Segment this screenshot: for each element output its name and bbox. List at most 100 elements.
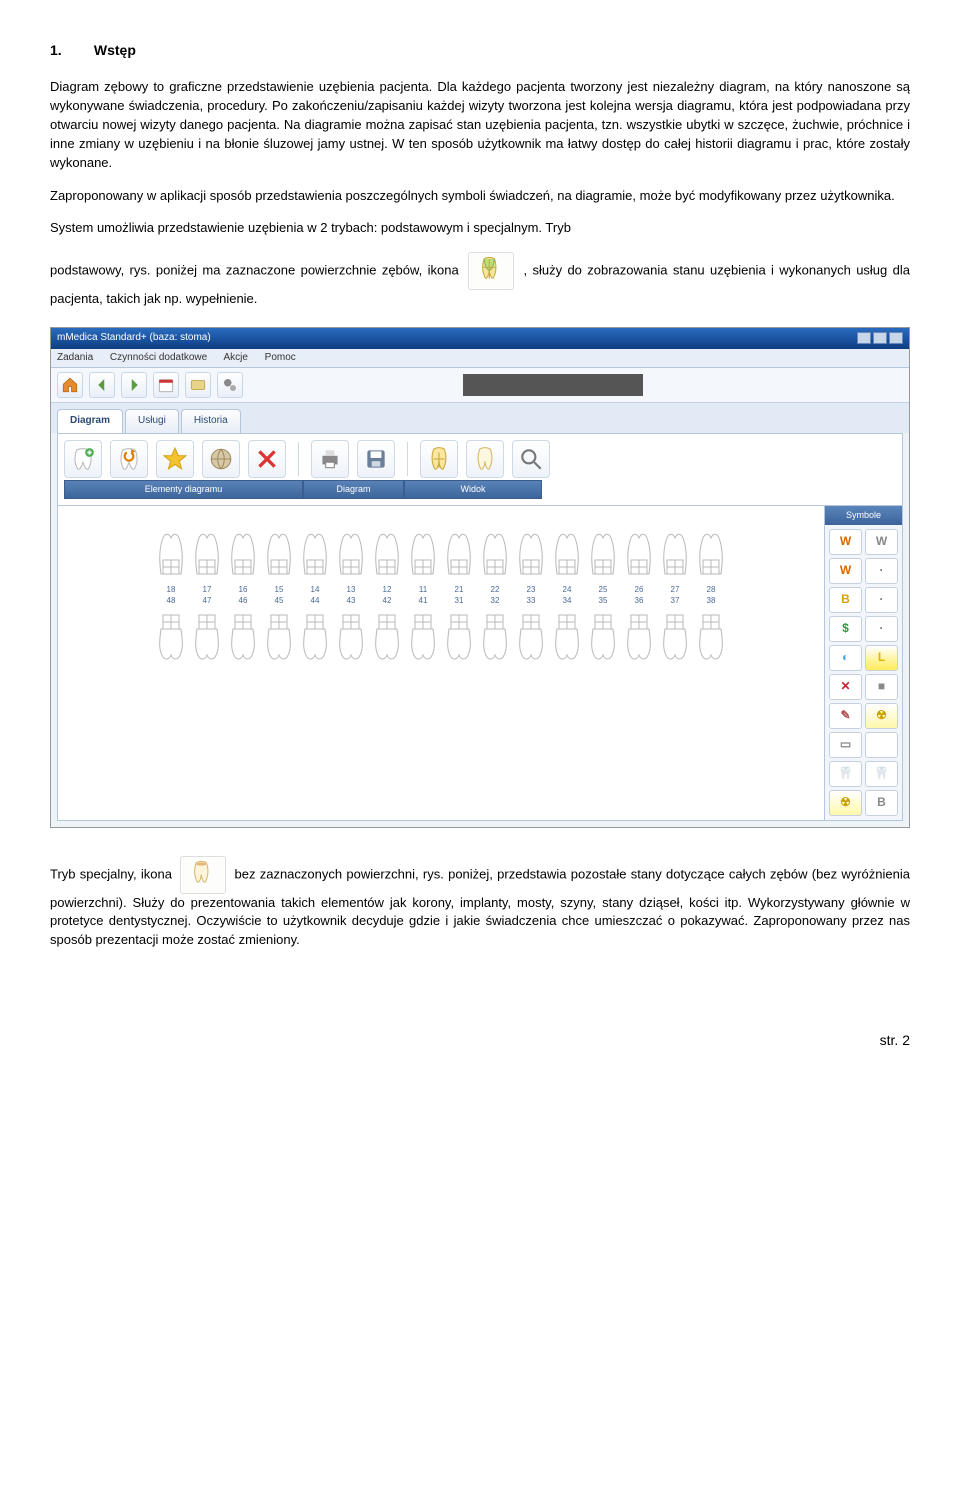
tooth-upper[interactable] <box>227 530 259 578</box>
symbol-button[interactable]: W <box>865 529 898 555</box>
tooth-lower[interactable] <box>227 613 259 661</box>
tooth-lower[interactable] <box>299 613 331 661</box>
tooth-upper[interactable] <box>407 530 439 578</box>
tooth-upper[interactable] <box>191 530 223 578</box>
menu-item[interactable]: Czynności dodatkowe <box>110 352 207 363</box>
tooth-add-icon[interactable] <box>64 440 102 478</box>
maximize-button[interactable] <box>873 332 887 344</box>
tooth-lower[interactable] <box>371 613 403 661</box>
tooth-upper[interactable] <box>371 530 403 578</box>
tooth-number: 46 <box>227 595 259 607</box>
symbol-button[interactable]: ☢ <box>865 703 898 729</box>
tooth-number: 34 <box>551 595 583 607</box>
close-button[interactable] <box>889 332 903 344</box>
tooth-upper[interactable] <box>623 530 655 578</box>
app-screenshot: mMedica Standard+ (baza: stoma) Zadania … <box>50 327 910 828</box>
tooth-upper[interactable] <box>551 530 583 578</box>
tooth-number: 37 <box>659 595 691 607</box>
tooth-upper[interactable] <box>479 530 511 578</box>
symbol-button[interactable]: W <box>829 529 862 555</box>
tooth-upper[interactable] <box>263 530 295 578</box>
tooth-upper[interactable] <box>155 530 187 578</box>
symbol-button[interactable]: ✕ <box>829 674 862 700</box>
paragraph-4a: podstawowy, rys. poniżej ma zaznaczone p… <box>50 263 464 278</box>
paragraph-1: Diagram zębowy to graficzne przedstawien… <box>50 78 910 172</box>
tooth-lower[interactable] <box>479 613 511 661</box>
tooth-lower[interactable] <box>155 613 187 661</box>
zoom-icon[interactable] <box>512 440 550 478</box>
symbol-button[interactable]: · <box>865 587 898 613</box>
tooth-lower[interactable] <box>443 613 475 661</box>
symbol-button[interactable]: $ <box>829 616 862 642</box>
calendar-icon[interactable] <box>153 372 179 398</box>
tooth-upper[interactable] <box>695 530 727 578</box>
menu-item[interactable]: Akcje <box>223 352 247 363</box>
tooth-lower[interactable] <box>407 613 439 661</box>
tooth-lower[interactable] <box>335 613 367 661</box>
print-icon[interactable] <box>311 440 349 478</box>
tooth-plain-icon <box>180 856 226 894</box>
symbol-button[interactable]: 🦷 <box>865 761 898 787</box>
symbol-button[interactable]: ☢ <box>829 790 862 816</box>
symbol-button[interactable]: ▭ <box>829 732 862 758</box>
symbol-button[interactable]: 🦷 <box>829 761 862 787</box>
tooth-upper[interactable] <box>659 530 691 578</box>
tooth-lower[interactable] <box>695 613 727 661</box>
tooth-lower[interactable] <box>659 613 691 661</box>
symbol-button[interactable]: W <box>829 558 862 584</box>
tab-history[interactable]: Historia <box>181 409 241 433</box>
delete-icon[interactable] <box>248 440 286 478</box>
symbol-button[interactable]: B <box>829 587 862 613</box>
dental-canvas[interactable]: 18171615141312112122232425262728 4847464… <box>58 506 824 820</box>
tooth-upper[interactable] <box>443 530 475 578</box>
window-title: mMedica Standard+ (baza: stoma) <box>57 331 211 346</box>
sub-toolbar: Elementy diagramuDiagramWidok <box>57 433 903 506</box>
tooth-lower[interactable] <box>551 613 583 661</box>
symbol-button[interactable]: B <box>865 790 898 816</box>
globe-icon[interactable] <box>202 440 240 478</box>
menu-item[interactable]: Zadania <box>57 352 93 363</box>
tooth-number: 25 <box>587 584 619 596</box>
minimize-button[interactable] <box>857 332 871 344</box>
tooth-number: 15 <box>263 584 295 596</box>
tooth-lower[interactable] <box>191 613 223 661</box>
symbols-panel: Symbole WWW·B·$·◐L✕■✎☢▭🦷🦷☢B <box>824 506 902 820</box>
tooth-plain-icon[interactable] <box>466 440 504 478</box>
tooth-number: 17 <box>191 584 223 596</box>
section-number: 1. <box>50 40 90 60</box>
tooth-number: 31 <box>443 595 475 607</box>
tooth-lower[interactable] <box>587 613 619 661</box>
tooth-number: 22 <box>479 584 511 596</box>
arrow-right-icon[interactable] <box>121 372 147 398</box>
tab-diagram[interactable]: Diagram <box>57 409 123 433</box>
symbol-button[interactable]: ◐ <box>829 645 862 671</box>
tooth-segmented-icon[interactable] <box>420 440 458 478</box>
symbol-button[interactable]: · <box>865 616 898 642</box>
arrow-left-icon[interactable] <box>89 372 115 398</box>
tooth-number: 44 <box>299 595 331 607</box>
paragraph-5: Tryb specjalny, ikona bez zaznaczonych p… <box>50 856 910 951</box>
tooth-lower[interactable] <box>623 613 655 661</box>
tooth-lower[interactable] <box>515 613 547 661</box>
home-icon[interactable] <box>57 372 83 398</box>
menu-item[interactable]: Pomoc <box>265 352 296 363</box>
tooth-upper[interactable] <box>515 530 547 578</box>
symbol-button[interactable]: ■ <box>865 674 898 700</box>
symbol-button[interactable]: · <box>865 558 898 584</box>
save-icon[interactable] <box>357 440 395 478</box>
reset-icon[interactable] <box>110 440 148 478</box>
symbol-button[interactable]: ✎ <box>829 703 862 729</box>
symbol-button[interactable]: L <box>865 645 898 671</box>
tooth-upper[interactable] <box>299 530 331 578</box>
gears-icon[interactable] <box>217 372 243 398</box>
section-title-text: Wstęp <box>94 42 136 58</box>
redacted-area <box>463 374 643 396</box>
tooth-upper[interactable] <box>587 530 619 578</box>
card-icon[interactable] <box>185 372 211 398</box>
tab-services[interactable]: Usługi <box>125 409 179 433</box>
tooth-upper[interactable] <box>335 530 367 578</box>
symbol-button[interactable] <box>865 732 898 758</box>
tooth-lower[interactable] <box>263 613 295 661</box>
tooth-number: 38 <box>695 595 727 607</box>
star-icon[interactable] <box>156 440 194 478</box>
